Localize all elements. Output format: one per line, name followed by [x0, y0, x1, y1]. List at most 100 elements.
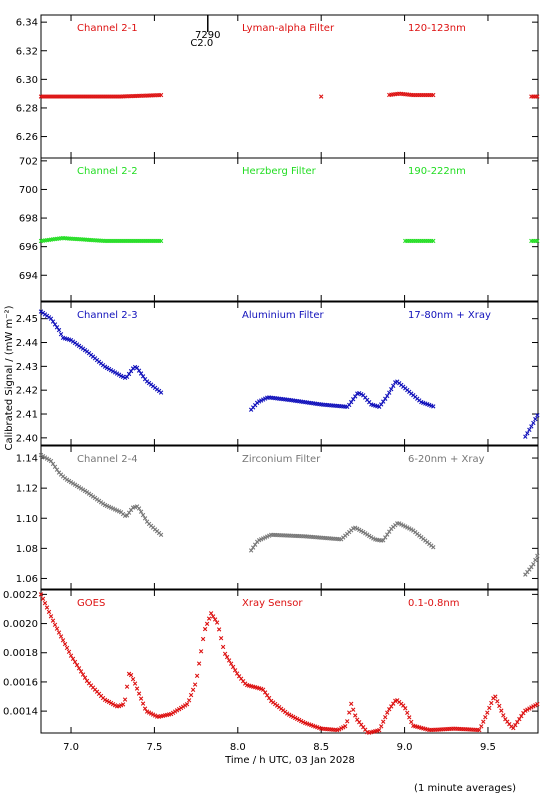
data-point [252, 542, 258, 547]
data-point [483, 714, 488, 720]
data-point [345, 719, 350, 724]
filter-label: Aluminium Filter [242, 310, 325, 321]
data-point [381, 538, 386, 543]
data-point [262, 690, 268, 695]
panel-3: 2.40 2.41 2.42 2.43 2.44 2.45 Channel 2-3 Alumi… [16, 301, 540, 446]
panel-4: 1.06 1.08 1.10 1.12 1.14 Channel 2-4 Zirconium… [16, 445, 540, 590]
data-point [196, 661, 202, 666]
data-point [62, 641, 68, 647]
y-tick-label: 700 [19, 185, 38, 196]
flare-marker-label-1: 7290 [195, 30, 220, 41]
data-point [485, 710, 490, 715]
data-point [383, 396, 388, 401]
data-point [387, 529, 392, 534]
panel-5: 0.0014 0.0016 0.0018 0.0020 0.0022 GOES Xray S… [3, 589, 540, 735]
footnote: (1 minute averages) [414, 783, 516, 794]
flare-marker-label-2: C2.0 [190, 38, 213, 49]
data-point [140, 701, 146, 706]
data-point [260, 687, 266, 692]
data-point [353, 394, 358, 399]
data-point [525, 431, 530, 436]
data-point [407, 715, 412, 720]
data-point [54, 467, 60, 472]
data-point [52, 622, 58, 628]
data-point [158, 532, 164, 537]
data-point [70, 656, 76, 662]
data-point [351, 707, 356, 712]
data-point [533, 416, 538, 422]
data-point [126, 371, 132, 377]
x-tick-label: 7.0 [63, 742, 79, 753]
y-tick-label: 0.0014 [3, 707, 38, 718]
data-point [224, 654, 230, 660]
data-point [495, 699, 500, 704]
data-point [158, 238, 164, 244]
data-point [58, 634, 64, 639]
x-tick-label: 7.5 [146, 742, 162, 753]
data-point [134, 365, 140, 370]
data-point [54, 325, 60, 330]
band-label: 190-222nm [408, 166, 466, 177]
data-point [385, 710, 390, 715]
data-point [218, 635, 224, 641]
y-tick-label: 6.26 [16, 132, 38, 143]
data-point [56, 630, 62, 635]
y-tick-label: 1.14 [16, 454, 38, 465]
data-point [529, 424, 534, 429]
x-tick-label: 9.0 [397, 742, 413, 753]
data-point [226, 658, 232, 663]
y-tick-label: 2.45 [16, 314, 38, 325]
data-point [54, 626, 60, 631]
data-point [138, 371, 144, 376]
data-point [531, 562, 536, 567]
data-point [38, 452, 44, 458]
data-point [74, 662, 80, 668]
data-point [214, 620, 220, 625]
filter-label: Lyman-alpha Filter [242, 23, 335, 34]
data-point [377, 727, 382, 733]
data-point [210, 614, 216, 619]
data-point [140, 512, 146, 518]
data-point [501, 713, 506, 718]
data-point [134, 686, 140, 691]
data-point [431, 545, 436, 550]
data-point [42, 455, 48, 460]
data-point [136, 368, 142, 373]
data-point [50, 618, 56, 623]
data-point [132, 681, 138, 686]
data-point [383, 714, 388, 720]
data-point [40, 596, 46, 601]
data-point [200, 636, 206, 642]
y-tick-label: 6.28 [16, 103, 38, 114]
y-tick-label: 0.0020 [3, 619, 38, 630]
y-tick-label: 702 [19, 156, 38, 167]
data-point [66, 649, 72, 654]
data-point [202, 626, 208, 632]
data-point [58, 331, 64, 337]
data-point [383, 535, 388, 540]
data-point [232, 668, 238, 673]
data-point [130, 677, 136, 682]
y-axis-label: Calibrated Signal / (mW m⁻²) [4, 305, 15, 450]
band-label: 6-20nm + Xray [408, 454, 485, 465]
filter-label: Herzberg Filter [242, 166, 317, 177]
data-point [250, 545, 256, 550]
data-point [38, 592, 44, 597]
data-point [46, 609, 52, 615]
y-tick-label: 1.08 [16, 544, 38, 555]
data-point [188, 692, 194, 698]
y-tick-label: 0.0022 [3, 590, 38, 601]
data-point [230, 664, 236, 670]
data-point [42, 600, 48, 606]
data-point [535, 413, 540, 418]
band-label: 120-123nm [408, 23, 466, 34]
data-point [391, 383, 396, 388]
data-point [72, 659, 78, 665]
x-axis-label: Time / h UTC, 03 Jan 2028 [224, 755, 355, 766]
data-point [489, 700, 494, 706]
channel-label: Channel 2-1 [77, 23, 138, 34]
panel-frame [40, 301, 539, 446]
y-tick-label: 0.0018 [3, 648, 38, 659]
x-tick-label: 8.5 [313, 742, 329, 753]
